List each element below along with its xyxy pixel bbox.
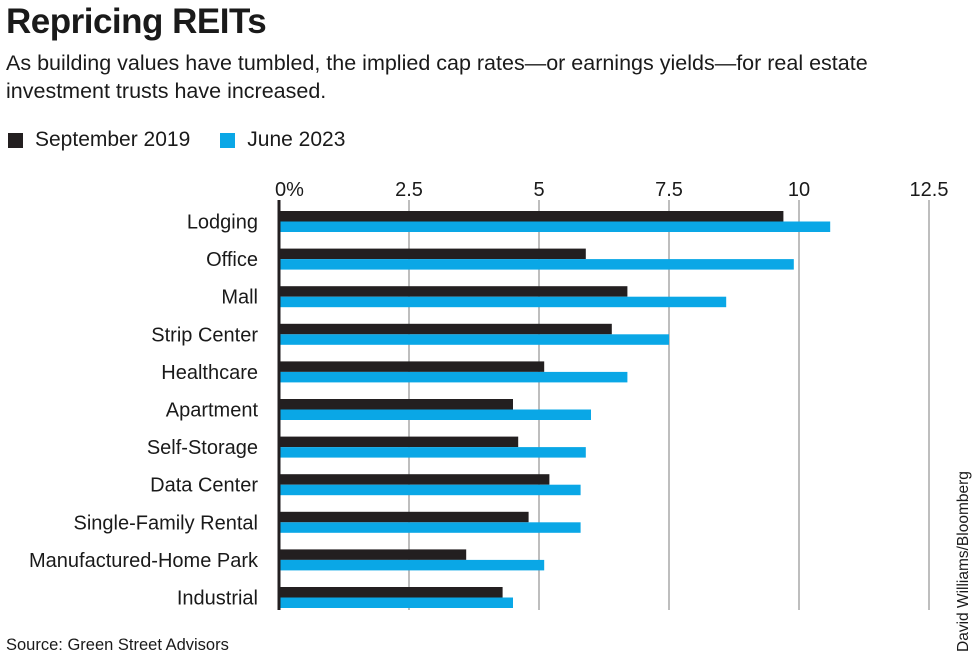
legend-label-series-2: June 2023 [247,128,346,151]
bar-series-1 [279,286,628,297]
credit-note: David Williams/Bloomberg [955,471,972,652]
chart-title: Repricing REITs [6,2,267,41]
bar-series-1 [279,549,467,560]
bar-series-2 [279,559,545,571]
x-tick-label: 7.5 [655,179,683,201]
bar-series-2 [279,334,669,345]
category-label: Data Center [150,475,258,497]
bar-series-1 [279,474,550,485]
legend-swatch-series-2 [220,132,236,148]
bar-series-2 [279,296,727,308]
x-tick-label: 0% [275,179,304,201]
legend-label-series-1: September 2019 [35,128,191,151]
x-tick-label: 10 [788,179,810,201]
x-tick-label: 5 [533,179,544,201]
source-note: Source: Green Street Advisors [6,636,229,654]
category-label: Lodging [187,212,258,234]
legend-item-series-1: September 2019 [8,128,190,152]
legend-swatch-series-1 [8,132,23,148]
bar-series-1 [279,248,586,260]
bar-series-1 [279,323,612,335]
category-label: Mall [221,287,258,309]
bar-series-2 [279,447,586,458]
category-label: Apartment [166,400,259,422]
x-tick-label: 12.5 [910,179,949,201]
bar-series-1 [279,436,519,448]
bar-series-1 [279,361,545,372]
chart-subtitle: As building values have tumbled, the imp… [6,51,868,103]
bar-series-2 [279,259,794,270]
bar-series-2 [279,221,831,232]
category-label: Healthcare [161,362,258,384]
bar-series-2 [279,484,581,496]
legend-item-series-2: June 2023 [220,128,345,152]
bar-series-1 [279,587,503,598]
x-tick-label: 2.5 [395,179,423,201]
legend: September 2019 June 2023 [8,128,375,152]
credit-container: David Williams/Bloomberg [953,430,977,660]
bar-series-2 [279,371,628,383]
bar-series-1 [279,511,529,523]
category-label: Self-Storage [147,437,258,459]
category-label: Strip Center [151,324,258,346]
bar-series-2 [279,522,581,533]
bar-series-2 [279,409,591,420]
bar-series-2 [279,597,513,608]
category-label: Office [206,249,258,271]
bar-series-1 [279,211,784,222]
category-label: Manufactured-Home Park [29,550,259,572]
category-label: Industrial [177,588,258,610]
category-label: Single-Family Rental [73,512,258,534]
bar-series-1 [279,399,513,410]
